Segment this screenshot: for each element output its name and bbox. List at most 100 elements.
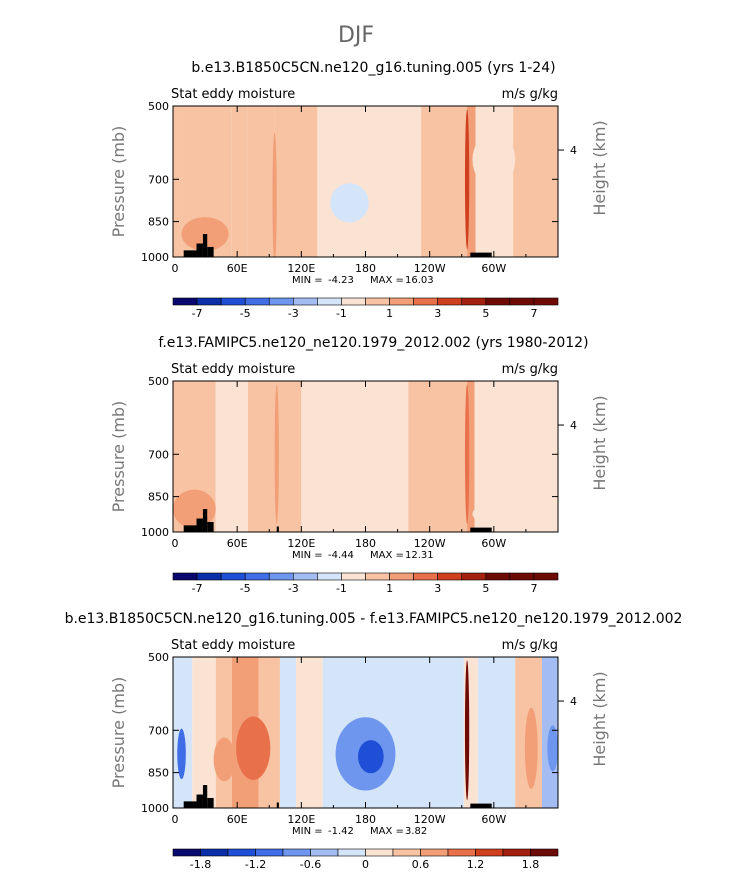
colorbar-swatch [255, 848, 284, 857]
x-tick-label: 0 [172, 813, 179, 826]
colorbar-swatch [461, 572, 487, 581]
colorbar-swatch [509, 297, 535, 306]
colorbar-tick-label: 5 [482, 582, 489, 595]
topography [202, 234, 208, 257]
max-label: MAX = [370, 826, 404, 837]
colorbar-swatch [530, 848, 559, 857]
topography [276, 802, 279, 808]
field-feature [177, 728, 186, 780]
field-band [467, 381, 475, 532]
right-corner-label: m/s g/kg [502, 87, 558, 102]
colorbar-tick-label: 0 [362, 858, 369, 871]
field-band [231, 106, 248, 257]
colorbar-swatch [365, 572, 390, 581]
x-tick-label: 0 [172, 262, 179, 275]
colorbar-swatch [461, 297, 487, 306]
colorbar-swatch [268, 572, 294, 581]
x-tick-label: 120W [414, 537, 446, 550]
colorbar-tick-label: 5 [482, 307, 489, 320]
colorbar-swatch [447, 848, 476, 857]
topography [207, 246, 214, 257]
colorbar-swatch [282, 848, 311, 857]
max-label: MAX = [370, 275, 404, 286]
colorbar-swatch [533, 297, 559, 306]
colorbar-tick-label: 7 [530, 582, 537, 595]
field-feature [472, 132, 516, 188]
colorbar-swatch [317, 572, 342, 581]
colorbar-tick-label: 0.6 [412, 858, 430, 871]
colorbar: -1.8 -1.2 -0.6 0 0.6 1.2 1.8 [172, 848, 559, 871]
colorbar-tick-label: -7 [192, 582, 203, 595]
field-band [215, 381, 248, 532]
y-tick-label: 1000 [141, 251, 169, 264]
topography [183, 250, 197, 257]
y2-tick-label: 4 [570, 419, 577, 432]
max-value: 12.31 [405, 550, 434, 561]
colorbar-swatch [337, 848, 366, 857]
colorbar-tick-label: 3 [434, 307, 441, 320]
topography [470, 803, 492, 808]
field-band [513, 106, 558, 257]
field-band [418, 657, 464, 808]
colorbar-tick-label: -1.8 [190, 858, 211, 871]
panel-2: f.e13.FAMIPC5.ne120_ne120.1979_2012.002 … [109, 335, 609, 595]
colorbar-tick-label: 1.2 [467, 858, 485, 871]
topography [276, 526, 279, 532]
max-value: 3.82 [405, 826, 427, 837]
field-feature [464, 384, 470, 525]
max-label: MAX = [370, 550, 404, 561]
colorbar-swatch [244, 572, 270, 581]
y-tick-label: 500 [148, 375, 169, 388]
colorbar-swatch [268, 297, 294, 306]
y-tick-label: 500 [148, 651, 169, 664]
field-feature [274, 384, 279, 525]
colorbar-swatch [196, 297, 222, 306]
colorbar-swatch [413, 297, 438, 306]
colorbar-swatch [437, 572, 463, 581]
colorbar-swatch [172, 848, 201, 857]
topography [196, 518, 203, 532]
panel-title: f.e13.FAMIPC5.ne120_ne120.1979_2012.002 … [158, 335, 588, 351]
colorbar: -7 -5 -3 -1 1 3 5 7 [172, 297, 559, 320]
x-tick-label: 120E [287, 813, 315, 826]
field-feature [464, 660, 470, 801]
y-tick-label: 500 [148, 100, 169, 113]
y-tick-label: 700 [148, 724, 169, 737]
left-corner-label: Stat eddy moisture [171, 638, 295, 653]
field-band [247, 106, 275, 257]
y-tick-label: 700 [148, 173, 169, 186]
colorbar-swatch [389, 297, 414, 306]
colorbar-swatch [365, 297, 390, 306]
field-feature [472, 499, 558, 529]
colorbar-swatch [293, 572, 318, 581]
colorbar-tick-label: -5 [240, 582, 251, 595]
y-tick-label: 1000 [141, 526, 169, 539]
page-title: DJF [338, 23, 374, 48]
field-feature [272, 132, 277, 257]
field-feature [213, 737, 236, 782]
colorbar-swatch [485, 572, 511, 581]
y2-axis-label: Height (km) [590, 395, 609, 490]
y-tick-label: 700 [148, 448, 169, 461]
field-band [215, 657, 232, 808]
colorbar-swatch [365, 848, 394, 857]
field-band [467, 106, 476, 257]
min-value: -4.44 [328, 550, 354, 561]
colorbar-swatch [502, 848, 531, 857]
panel-title: b.e13.B1850C5CN.ne120_g16.tuning.005 (yr… [191, 60, 555, 76]
y2-tick-label: 4 [570, 144, 577, 157]
x-tick-label: 180 [355, 262, 376, 275]
field-band [295, 657, 323, 808]
colorbar-swatch [244, 297, 270, 306]
y-tick-label: 850 [148, 216, 169, 229]
colorbar-swatch [437, 297, 463, 306]
x-tick-label: 120W [414, 813, 446, 826]
colorbar-swatch [389, 572, 414, 581]
y2-tick-label: 4 [570, 695, 577, 708]
topography [202, 785, 208, 808]
colorbar-swatch [200, 848, 229, 857]
colorbar: -7 -5 -3 -1 1 3 5 7 [172, 572, 559, 595]
colorbar-swatch [341, 572, 366, 581]
colorbar-tick-label: -5 [240, 307, 251, 320]
